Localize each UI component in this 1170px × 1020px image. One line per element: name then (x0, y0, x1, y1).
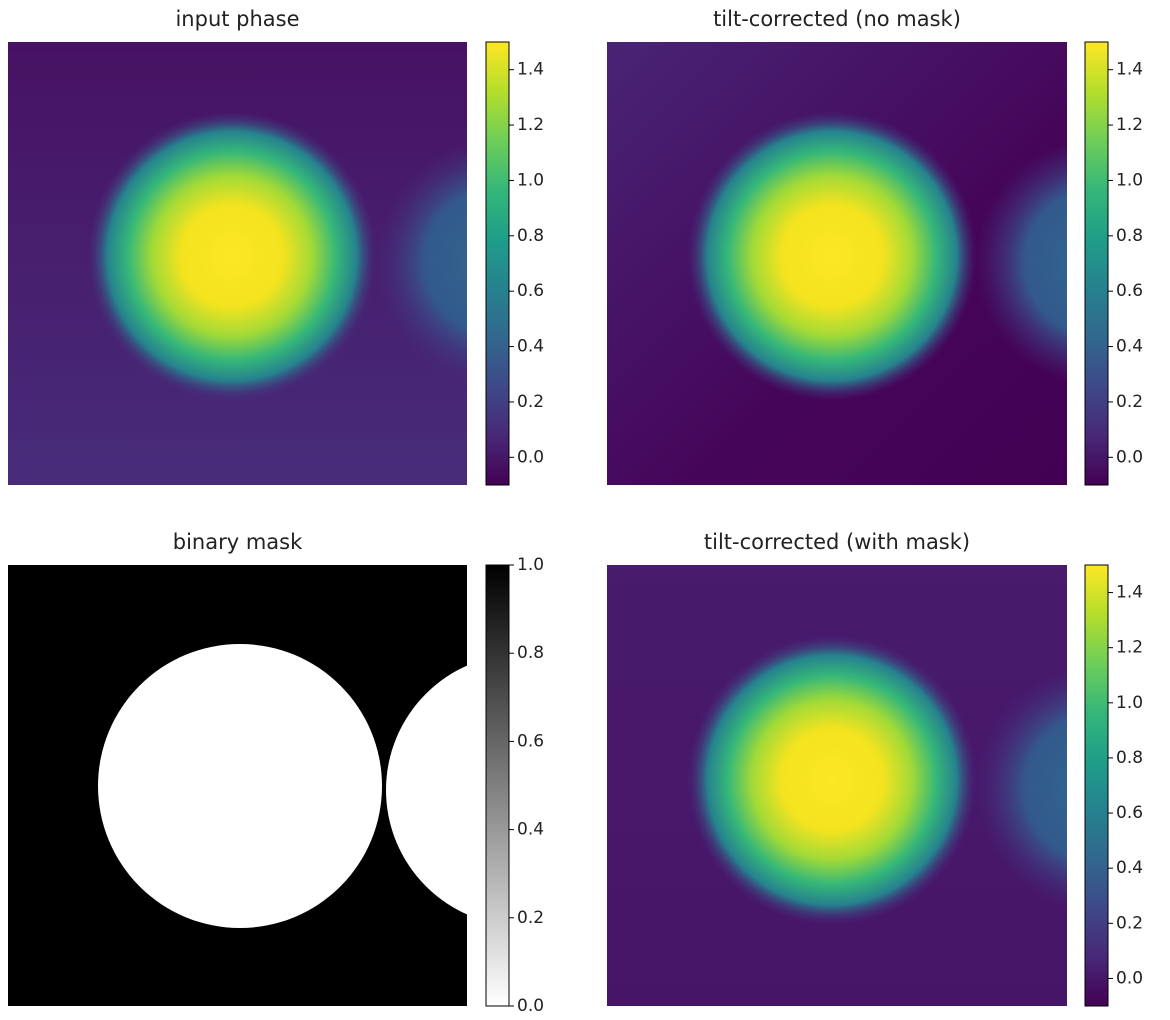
colorbar-tick-label: 1.0 (1116, 693, 1143, 713)
colorbar (1084, 41, 1109, 486)
colorbar-tick-label: 1.4 (1116, 60, 1143, 80)
colorbar-tick-label: 0.0 (517, 447, 544, 467)
colorbar-tick-label: 1.4 (1116, 583, 1143, 603)
colorbar-tick-label: 0.6 (1116, 281, 1143, 301)
colorbar (1084, 564, 1109, 1007)
colorbar-tick-label: 0.2 (517, 908, 544, 928)
colorbar-tick-label: 0.4 (1116, 337, 1143, 357)
colorbar-tick-label: 0.8 (517, 226, 544, 246)
colorbar-tick-label: 0.0 (1116, 968, 1143, 988)
image (8, 42, 467, 485)
colorbar-tick-label: 1.4 (517, 60, 544, 80)
colorbar-tick-label: 0.8 (1116, 748, 1143, 768)
colorbar-tick-label: 0.6 (517, 281, 544, 301)
colorbar-tick-label: 0.0 (517, 996, 544, 1016)
colorbar-tick-label: 0.6 (517, 731, 544, 751)
colorbar (485, 41, 510, 486)
panel-title: input phase (175, 7, 299, 31)
colorbar-tick-label: 0.2 (1116, 392, 1143, 412)
colorbar-tick-label: 0.0 (1116, 447, 1143, 467)
colorbar-tick-label: 0.6 (1116, 803, 1143, 823)
colorbar-tick-label: 1.0 (517, 170, 544, 190)
colorbar-tick-label: 0.2 (517, 392, 544, 412)
colorbar-tick-label: 0.2 (1116, 913, 1143, 933)
colorbar-tick-label: 1.2 (1116, 638, 1143, 658)
panel-title: tilt-corrected (with mask) (704, 530, 970, 554)
panel-title: tilt-corrected (no mask) (713, 7, 961, 31)
colorbar-tick-label: 0.8 (517, 643, 544, 663)
colorbar-tick-label: 1.2 (517, 115, 544, 135)
image (607, 42, 1067, 485)
colorbar-tick-label: 0.8 (1116, 226, 1143, 246)
panel-title: binary mask (173, 530, 303, 554)
colorbar-tick-label: 0.4 (1116, 858, 1143, 878)
colorbar-tick-label: 0.4 (517, 820, 544, 840)
colorbar (485, 564, 510, 1007)
colorbar-tick-label: 1.2 (1116, 115, 1143, 135)
colorbar-tick-label: 1.0 (517, 555, 544, 575)
image (607, 565, 1067, 1006)
colorbar-tick-label: 0.4 (517, 337, 544, 357)
image (8, 565, 467, 1006)
colorbar-tick-label: 1.0 (1116, 170, 1143, 190)
